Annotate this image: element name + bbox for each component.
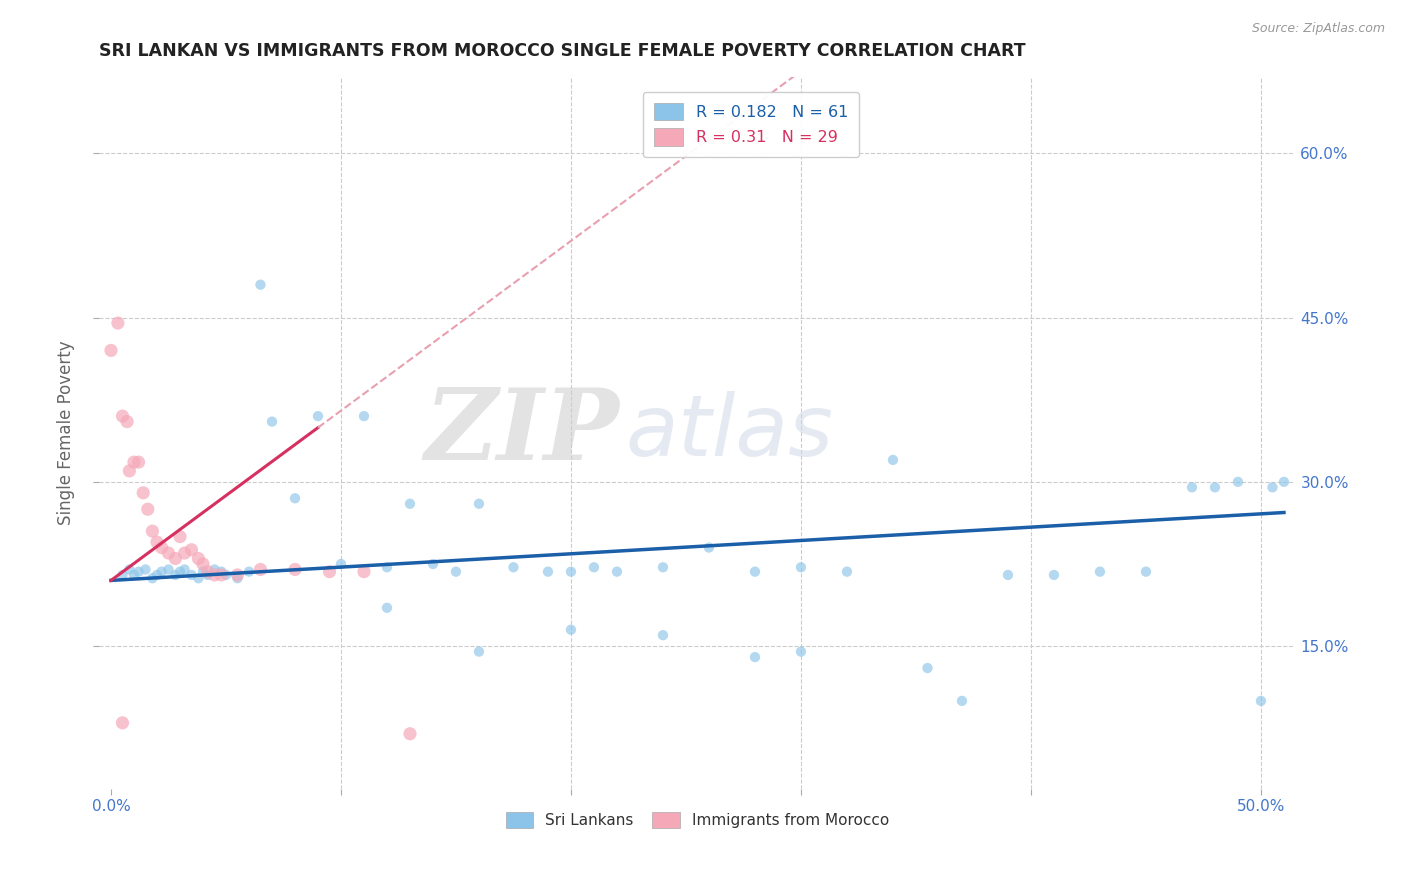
Point [146,535,169,549]
Point [1204,480,1226,494]
Point [209,565,232,579]
Point [1135,565,1157,579]
Point [1043,568,1066,582]
Point [136,502,159,516]
Point [790,645,813,659]
Point [118,562,141,576]
Point [132,485,155,500]
Point [187,551,209,566]
Point [950,694,973,708]
Point [197,568,219,582]
Point [1088,565,1111,579]
Point [180,542,202,557]
Point [111,715,134,730]
Point [917,661,939,675]
Point [560,623,582,637]
Point [169,530,191,544]
Point [173,562,195,576]
Point [165,568,187,582]
Point [209,568,232,582]
Point [697,541,720,555]
Point [1181,480,1204,494]
Point [284,491,307,506]
Point [226,568,249,582]
Point [249,562,271,576]
Point [111,409,134,424]
Point [790,560,813,574]
Point [375,560,398,574]
Point [1261,480,1284,494]
Point [284,562,307,576]
Legend: Sri Lankans, Immigrants from Morocco: Sri Lankans, Immigrants from Morocco [499,805,896,834]
Point [537,565,560,579]
Text: atlas: atlas [626,391,834,474]
Point [1272,475,1295,489]
Point [260,415,283,429]
Point [1250,694,1272,708]
Point [330,557,353,571]
Point [606,565,628,579]
Point [835,565,858,579]
Point [399,727,422,741]
Point [744,565,766,579]
Point [157,546,180,560]
Point [169,565,191,579]
Point [652,628,675,642]
Point [173,546,195,560]
Point [111,568,134,582]
Point [652,560,675,574]
Text: Source: ZipAtlas.com: Source: ZipAtlas.com [1251,22,1385,36]
Point [353,409,375,424]
Point [118,464,141,478]
Point [141,571,163,585]
Point [141,524,163,538]
Point [1226,475,1249,489]
Point [744,650,766,665]
Point [146,568,169,582]
Point [204,562,226,576]
Point [150,565,173,579]
Point [128,565,150,579]
Point [882,453,904,467]
Point [180,568,202,582]
Point [128,455,150,469]
Point [307,409,329,424]
Point [100,343,122,358]
Point [422,557,444,571]
Point [226,571,249,585]
Point [444,565,467,579]
Point [468,497,491,511]
Point [150,541,173,555]
Point [582,560,605,574]
Point [238,565,260,579]
Point [107,316,129,330]
Text: ZIP: ZIP [425,384,620,481]
Point [375,600,398,615]
Point [318,565,340,579]
Point [249,277,271,292]
Point [197,565,219,579]
Point [165,551,187,566]
Point [134,562,156,576]
Point [560,565,582,579]
Point [157,562,180,576]
Point [997,568,1019,582]
Point [187,571,209,585]
Point [122,455,145,469]
Point [502,560,524,574]
Point [115,415,138,429]
Point [353,565,375,579]
Point [204,568,226,582]
Point [215,568,238,582]
Text: SRI LANKAN VS IMMIGRANTS FROM MOROCCO SINGLE FEMALE POVERTY CORRELATION CHART: SRI LANKAN VS IMMIGRANTS FROM MOROCCO SI… [100,42,1026,60]
Point [468,645,491,659]
Y-axis label: Single Female Poverty: Single Female Poverty [58,340,75,524]
Point [191,557,214,571]
Point [191,565,214,579]
Point [122,568,145,582]
Point [399,497,422,511]
